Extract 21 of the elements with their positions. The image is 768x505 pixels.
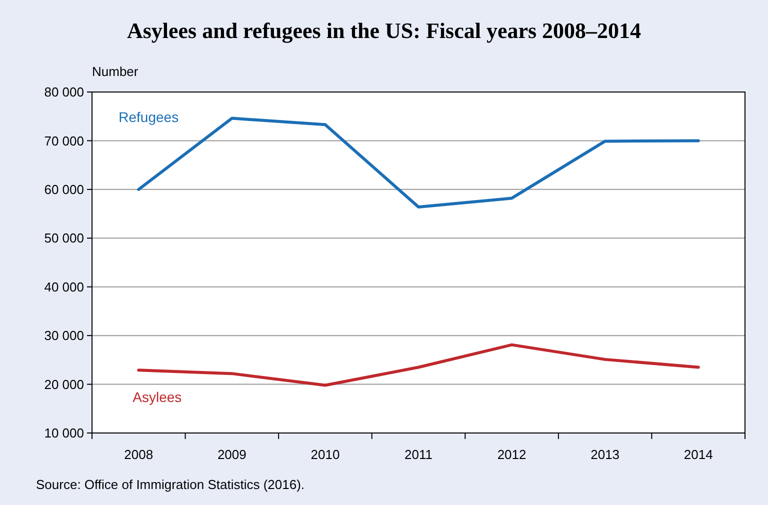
x-tick-label: 2008 [124, 447, 154, 462]
y-axis-title: Number [92, 64, 139, 79]
y-tick-label: 60 000 [44, 182, 84, 197]
y-tick-label: 30 000 [44, 328, 84, 344]
y-tick-label: 40 000 [44, 279, 84, 294]
x-tick-label: 2012 [497, 447, 526, 462]
line-series [137, 343, 700, 387]
series-label: Asylees [132, 389, 182, 406]
y-tick-label: 80 000 [44, 84, 84, 100]
y-tick-label: 10 000 [44, 426, 84, 441]
y-tick-label: 70 000 [44, 133, 84, 148]
chart-title: Asylees and refugees in the US: Fiscal years 2008–2014 [126, 18, 642, 43]
x-tick-label: 2009 [217, 447, 246, 462]
series-label: Refugees [118, 109, 179, 125]
x-tick-label: 2010 [310, 447, 340, 462]
x-tick-label: 2014 [684, 447, 713, 462]
x-tick-label: 2011 [404, 447, 432, 462]
x-tick-label: 2013 [590, 447, 620, 462]
y-tick-label: 20 000 [44, 376, 84, 392]
y-tick-label: 50 000 [44, 230, 84, 246]
source-note: Source: Office of Immigration Statistics (2016). [36, 477, 305, 492]
